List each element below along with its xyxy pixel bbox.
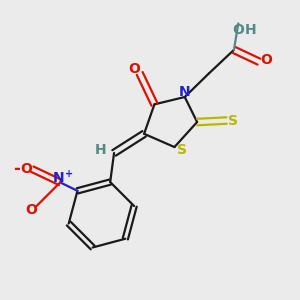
Text: H: H — [95, 143, 106, 157]
Text: S: S — [228, 114, 238, 128]
Text: -: - — [14, 160, 20, 178]
Text: S: S — [177, 143, 187, 157]
Text: N: N — [53, 171, 64, 185]
Text: O: O — [128, 62, 140, 76]
Text: N: N — [179, 85, 190, 99]
Text: H: H — [244, 23, 256, 37]
Text: O: O — [260, 53, 272, 67]
Text: O: O — [20, 162, 32, 176]
Text: +: + — [65, 169, 73, 178]
Text: O: O — [232, 23, 244, 37]
Text: O: O — [25, 203, 37, 218]
